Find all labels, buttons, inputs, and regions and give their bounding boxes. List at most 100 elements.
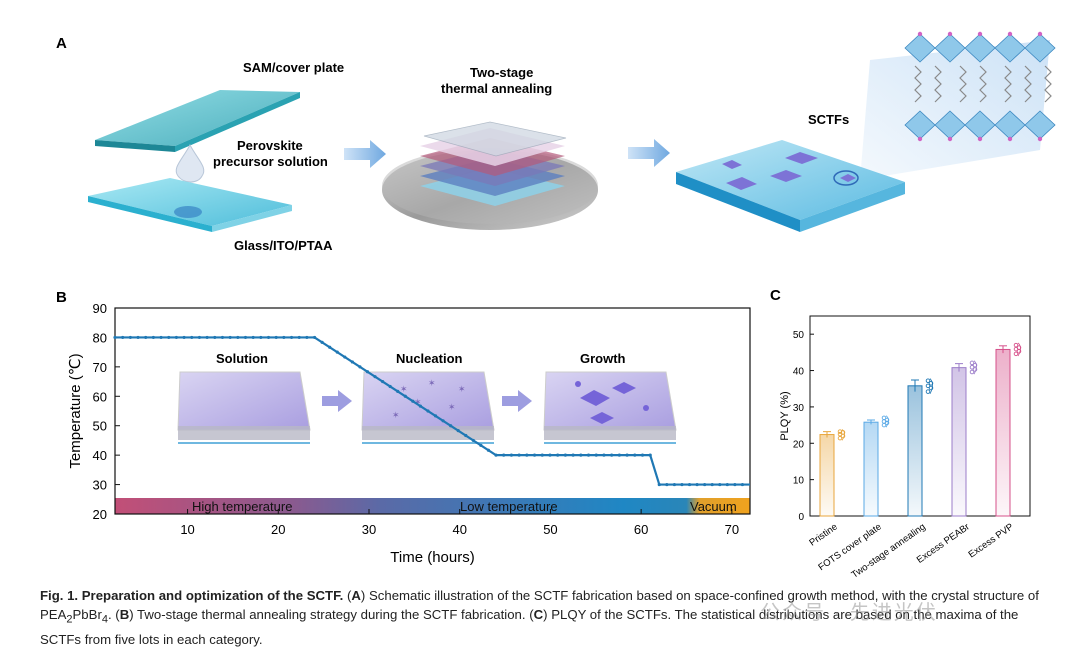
data-point	[925, 389, 931, 394]
plot-frame	[114, 307, 751, 515]
annealing-stack-illustration	[382, 121, 598, 230]
temperature-point	[350, 360, 354, 364]
bar	[995, 348, 1011, 517]
temperature-point	[556, 453, 560, 457]
caption-subscript: 4	[101, 613, 108, 626]
x-tick-label: 60	[634, 522, 648, 537]
temperature-point	[449, 424, 453, 428]
temperature-point	[502, 453, 506, 457]
temperature-point	[365, 370, 370, 374]
temperature-point	[305, 335, 309, 340]
bar	[863, 421, 879, 517]
y-axis-label: Temperature (℃)	[67, 353, 84, 468]
temperature-point	[274, 335, 278, 340]
temperature-point	[128, 335, 132, 340]
svg-text:✶: ✶	[458, 384, 466, 394]
temperature-point	[190, 335, 194, 340]
temperature-point	[426, 409, 430, 413]
temperature-point	[494, 453, 498, 457]
label-perovskite: Perovskite	[237, 138, 303, 153]
temperature-point	[320, 340, 324, 344]
data-point	[840, 430, 846, 435]
figure-caption: Fig. 1. Preparation and optimization of …	[40, 586, 1060, 649]
band-label-high: High temperature	[192, 499, 292, 514]
cover-plate-illustration	[95, 85, 300, 152]
temperature-point	[433, 414, 438, 418]
sctf-illustration	[676, 40, 1050, 232]
inset-label-solution: Solution	[216, 351, 268, 366]
temperature-point	[586, 453, 591, 457]
temperature-point	[665, 482, 669, 487]
temperature-point	[571, 453, 575, 457]
inset-arrow-1	[322, 390, 352, 412]
figure-canvas: A SAM/cover plate Perovskite precursor s…	[56, 31, 1056, 581]
svg-text:✶: ✶	[392, 410, 400, 420]
temperature-point	[464, 433, 468, 438]
temperature-band	[115, 498, 750, 514]
caption-text: ) Schematic illustration of the SCTF fab…	[40, 588, 1039, 622]
x-tick-label: 50	[543, 522, 557, 537]
temperature-point	[297, 335, 301, 340]
x-tick-label: 70	[725, 522, 739, 537]
data-point	[969, 365, 975, 370]
panel-b: B High temperature Low temperature Vacuu…	[56, 289, 751, 566]
temperature-point	[680, 482, 684, 487]
temperature-point	[740, 482, 745, 487]
glass-substrate-illustration	[88, 178, 292, 232]
temperature-point	[610, 453, 614, 457]
temperature-point	[657, 482, 661, 487]
distribution-curve	[929, 378, 933, 394]
temperature-point	[687, 482, 692, 487]
temperature-point	[563, 453, 567, 457]
temperature-point	[532, 453, 537, 457]
label-sctfs: SCTFs	[808, 112, 849, 127]
temperature-point	[373, 375, 377, 379]
temperature-point	[358, 365, 362, 369]
temperature-point	[479, 443, 483, 447]
inset-arrow-2	[502, 390, 532, 412]
svg-text:✶: ✶	[448, 402, 456, 412]
label-two-stage: Two-stage	[470, 65, 533, 80]
temperature-point	[525, 453, 529, 457]
caption-text: PbBr	[72, 607, 102, 622]
temperature-point	[335, 350, 339, 354]
bar	[819, 434, 835, 517]
category-label: Pristine	[807, 521, 839, 548]
temperature-point	[725, 482, 729, 487]
inset-solution	[177, 371, 311, 444]
temperature-point	[236, 335, 240, 340]
temperature-point	[718, 482, 722, 487]
temperature-point	[396, 389, 400, 393]
caption-text: ) PLQY of the SCTFs. The statistical dis…	[40, 607, 1019, 647]
temperature-point	[403, 394, 407, 398]
category-label: Excess PVP	[967, 521, 1016, 560]
caption-ref-b: B	[119, 607, 130, 622]
temperature-point	[602, 453, 606, 457]
temperature-point	[243, 335, 248, 340]
temperature-point	[113, 335, 117, 340]
data-point	[884, 417, 890, 423]
data-point	[928, 385, 934, 391]
temperature-point	[540, 453, 544, 457]
data-point	[1013, 351, 1019, 357]
x-axis-label: Time (hours)	[390, 549, 474, 566]
y-tick-label: 30	[93, 478, 107, 493]
label-glass-ito-ptaa: Glass/ITO/PTAA	[234, 238, 333, 253]
category-label: Two-stage annealing	[850, 521, 928, 580]
caption-text: ) Two-stage thermal annealing strategy d…	[129, 607, 534, 622]
temperature-point	[633, 453, 637, 457]
temperature-point	[486, 448, 491, 452]
y-tick-label: 40	[93, 448, 107, 463]
temperature-point	[312, 335, 317, 340]
data-point	[925, 378, 931, 383]
x-tick-label: 20	[271, 522, 285, 537]
label-thermal-annealing: thermal annealing	[441, 81, 552, 96]
y-tick-label: 80	[93, 330, 107, 345]
temperature-point	[220, 335, 225, 340]
label-sam-cover-plate: SAM/cover plate	[243, 60, 344, 75]
temperature-point	[381, 379, 385, 384]
temperature-point	[182, 335, 186, 340]
svg-text:✶: ✶	[428, 378, 436, 388]
